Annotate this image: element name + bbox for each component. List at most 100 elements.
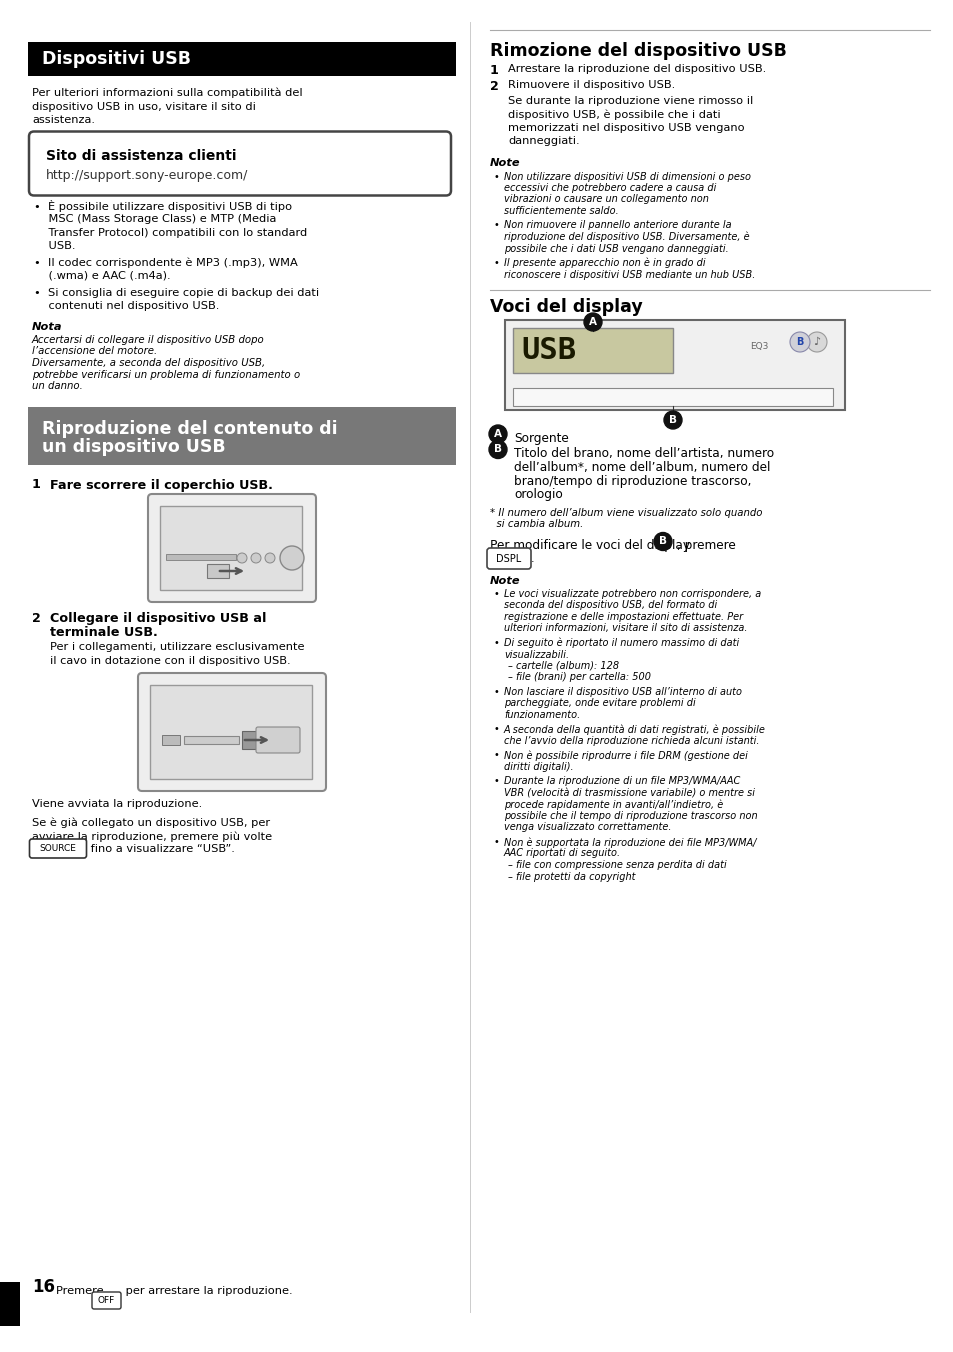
Text: registrazione e delle impostazioni effettuate. Per: registrazione e delle impostazioni effet… [503, 612, 742, 622]
Text: Collegare il dispositivo USB al: Collegare il dispositivo USB al [50, 612, 266, 625]
Circle shape [789, 333, 809, 352]
Text: B: B [659, 537, 666, 546]
FancyBboxPatch shape [255, 727, 299, 753]
Text: B: B [668, 415, 677, 425]
FancyBboxPatch shape [138, 673, 326, 791]
Bar [28, 407, 456, 465]
Text: venga visualizzato correttamente.: venga visualizzato correttamente. [503, 822, 671, 833]
Circle shape [489, 441, 506, 458]
Bar [162, 735, 180, 745]
Text: – file (brani) per cartella: 500: – file (brani) per cartella: 500 [507, 672, 650, 683]
Circle shape [583, 314, 601, 331]
Text: 1: 1 [490, 64, 498, 77]
Text: funzionamento.: funzionamento. [503, 710, 579, 721]
Text: Riproduzione del contenuto di: Riproduzione del contenuto di [42, 420, 337, 438]
Text: – file protetti da copyright: – file protetti da copyright [507, 872, 635, 882]
Text: dell’album*, nome dell’album, numero del: dell’album*, nome dell’album, numero del [514, 461, 770, 475]
Text: Le voci visualizzate potrebbero non corrispondere, a: Le voci visualizzate potrebbero non corr… [503, 589, 760, 599]
Text: Dispositivi USB: Dispositivi USB [42, 50, 191, 68]
Text: A seconda della quantità di dati registrati, è possibile: A seconda della quantità di dati registr… [503, 725, 765, 735]
Text: Fare scorrere il coperchio USB.: Fare scorrere il coperchio USB. [50, 479, 273, 492]
Text: Per ulteriori informazioni sulla compatibilità del: Per ulteriori informazioni sulla compati… [32, 88, 302, 99]
Text: •: • [494, 725, 499, 734]
Text: •: • [494, 220, 499, 230]
Text: l’accensione del motore.: l’accensione del motore. [32, 346, 157, 357]
FancyBboxPatch shape [29, 131, 451, 196]
Text: il cavo in dotazione con il dispositivo USB.: il cavo in dotazione con il dispositivo … [50, 656, 291, 665]
Circle shape [663, 411, 681, 429]
Text: Di seguito è riportato il numero massimo di dati: Di seguito è riportato il numero massimo… [503, 638, 739, 649]
Text: 2: 2 [490, 81, 498, 93]
Circle shape [265, 553, 274, 562]
Text: riproduzione del dispositivo USB. Diversamente, è: riproduzione del dispositivo USB. Divers… [503, 233, 749, 242]
Text: ulteriori informazioni, visitare il sito di assistenza.: ulteriori informazioni, visitare il sito… [503, 623, 747, 634]
Text: – file con compressione senza perdita di dati: – file con compressione senza perdita di… [507, 860, 726, 869]
Text: per arrestare la riproduzione.: per arrestare la riproduzione. [122, 1286, 293, 1297]
Text: si cambia album.: si cambia album. [490, 519, 583, 529]
Text: •: • [494, 837, 499, 846]
Text: A: A [494, 429, 501, 439]
Text: Durante la riproduzione di un file MP3/WMA/AAC: Durante la riproduzione di un file MP3/W… [503, 776, 740, 787]
Circle shape [236, 553, 247, 562]
Text: Transfer Protocol) compatibili con lo standard: Transfer Protocol) compatibili con lo st… [34, 227, 307, 238]
Text: B: B [494, 445, 501, 454]
FancyBboxPatch shape [91, 1293, 121, 1309]
Text: Voci del display: Voci del display [490, 297, 642, 316]
Text: seconda del dispositivo USB, del formato di: seconda del dispositivo USB, del formato… [503, 600, 717, 611]
Text: un danno.: un danno. [32, 381, 83, 391]
Bar [513, 329, 672, 373]
Text: possibile che il tempo di riproduzione trascorso non: possibile che il tempo di riproduzione t… [503, 811, 757, 821]
Text: OFF: OFF [98, 1297, 115, 1305]
Text: •: • [494, 776, 499, 787]
Text: •: • [494, 589, 499, 599]
Text: •: • [494, 687, 499, 698]
Text: •  È possibile utilizzare dispositivi USB di tipo: • È possibile utilizzare dispositivi USB… [34, 200, 292, 212]
Text: Rimuovere il dispositivo USB.: Rimuovere il dispositivo USB. [507, 81, 675, 91]
Text: Sorgente: Sorgente [514, 433, 568, 445]
Text: un dispositivo USB: un dispositivo USB [42, 438, 226, 457]
FancyBboxPatch shape [486, 548, 531, 569]
Text: Rimozione del dispositivo USB: Rimozione del dispositivo USB [490, 42, 786, 59]
Text: dispositivo USB in uso, visitare il sito di: dispositivo USB in uso, visitare il sito… [32, 101, 255, 111]
Text: Arrestare la riproduzione del dispositivo USB.: Arrestare la riproduzione del dispositiv… [507, 64, 765, 74]
Text: •: • [494, 172, 499, 181]
Text: brano/tempo di riproduzione trascorso,: brano/tempo di riproduzione trascorso, [514, 475, 751, 488]
Text: 1: 1 [32, 479, 41, 492]
Text: Sito di assistenza clienti: Sito di assistenza clienti [46, 149, 236, 162]
Text: Premere: Premere [56, 1286, 107, 1297]
Text: USB: USB [520, 337, 576, 365]
Text: Non è possibile riprodurre i file DRM (gestione dei: Non è possibile riprodurre i file DRM (g… [503, 750, 747, 761]
Text: * Il numero dell’album viene visualizzato solo quando: * Il numero dell’album viene visualizzat… [490, 507, 761, 518]
Bar [28, 42, 456, 76]
Text: Se durante la riproduzione viene rimosso il: Se durante la riproduzione viene rimosso… [507, 96, 753, 105]
Circle shape [806, 333, 826, 352]
Text: DSPL: DSPL [496, 553, 521, 564]
Text: Se è già collegato un dispositivo USB, per: Se è già collegato un dispositivo USB, p… [32, 818, 270, 827]
Text: AAC riportati di seguito.: AAC riportati di seguito. [503, 849, 620, 859]
Bar [504, 320, 844, 410]
Text: sufficientemente saldo.: sufficientemente saldo. [503, 206, 618, 216]
Text: Non rimuovere il pannello anteriore durante la: Non rimuovere il pannello anteriore dura… [503, 220, 731, 230]
Text: vibrazioni o causare un collegamento non: vibrazioni o causare un collegamento non [503, 195, 708, 204]
Text: (.wma) e AAC (.m4a).: (.wma) e AAC (.m4a). [34, 270, 171, 281]
FancyBboxPatch shape [148, 493, 315, 602]
Text: B: B [796, 337, 802, 347]
Text: Non è supportata la riproduzione dei file MP3/WMA/: Non è supportata la riproduzione dei fil… [503, 837, 756, 848]
Text: SOURCE: SOURCE [39, 844, 76, 853]
Text: riconoscere i dispositivi USB mediante un hub USB.: riconoscere i dispositivi USB mediante u… [503, 269, 755, 280]
Text: USB.: USB. [34, 241, 75, 251]
Text: avviare la riproduzione, premere più volte: avviare la riproduzione, premere più vol… [32, 831, 272, 841]
Text: contenuti nel dispositivo USB.: contenuti nel dispositivo USB. [34, 301, 219, 311]
Text: parcheggiate, onde evitare problemi di: parcheggiate, onde evitare problemi di [503, 699, 695, 708]
Text: terminale USB.: terminale USB. [50, 626, 157, 638]
Text: fino a visualizzare “USB”.: fino a visualizzare “USB”. [87, 845, 234, 854]
Text: Accertarsi di collegare il dispositivo USB dopo: Accertarsi di collegare il dispositivo U… [32, 335, 265, 345]
Text: potrebbe verificarsi un problema di funzionamento o: potrebbe verificarsi un problema di funz… [32, 369, 300, 380]
Text: Note: Note [490, 158, 520, 168]
Text: 2: 2 [32, 612, 41, 625]
Text: visualizzabili.: visualizzabili. [503, 649, 569, 660]
Text: – cartelle (album): 128: – cartelle (album): 128 [507, 661, 618, 671]
Text: eccessivi che potrebbero cadere a causa di: eccessivi che potrebbero cadere a causa … [503, 183, 716, 193]
Text: •: • [494, 638, 499, 648]
Text: memorizzati nel dispositivo USB vengano: memorizzati nel dispositivo USB vengano [507, 123, 744, 132]
